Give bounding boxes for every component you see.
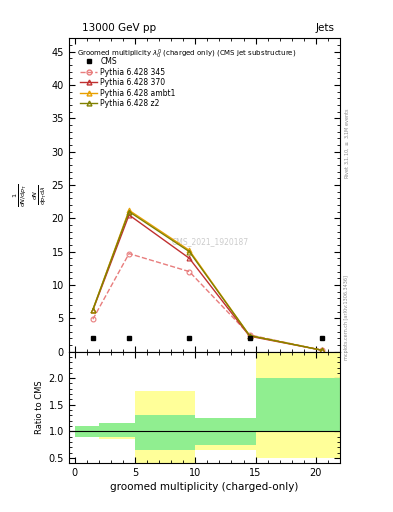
Text: Jets: Jets (316, 23, 334, 33)
Y-axis label: Ratio to CMS: Ratio to CMS (35, 380, 44, 434)
Text: mcplots.cern.ch [arXiv:1306.3436]: mcplots.cern.ch [arXiv:1306.3436] (344, 275, 349, 360)
X-axis label: groomed multiplicity (charged-only): groomed multiplicity (charged-only) (110, 482, 299, 493)
Y-axis label: $\frac{1}{\mathrm{d}N/\mathrm{d}p_\mathrm{T}}$
$\frac{\mathrm{d}N}{\mathrm{d}p_\: $\frac{1}{\mathrm{d}N/\mathrm{d}p_\mathr… (12, 183, 49, 207)
Legend: CMS, Pythia 6.428 345, Pythia 6.428 370, Pythia 6.428 ambt1, Pythia 6.428 z2: CMS, Pythia 6.428 345, Pythia 6.428 370,… (78, 55, 178, 111)
Text: CMS_2021_1920187: CMS_2021_1920187 (171, 238, 248, 246)
Text: Groomed multiplicity $\lambda_0^0$ (charged only) (CMS jet substructure): Groomed multiplicity $\lambda_0^0$ (char… (77, 48, 296, 61)
Text: Rivet 3.1.10, $\geq$ 3.1M events: Rivet 3.1.10, $\geq$ 3.1M events (344, 108, 351, 179)
Text: 13000 GeV pp: 13000 GeV pp (83, 23, 156, 33)
